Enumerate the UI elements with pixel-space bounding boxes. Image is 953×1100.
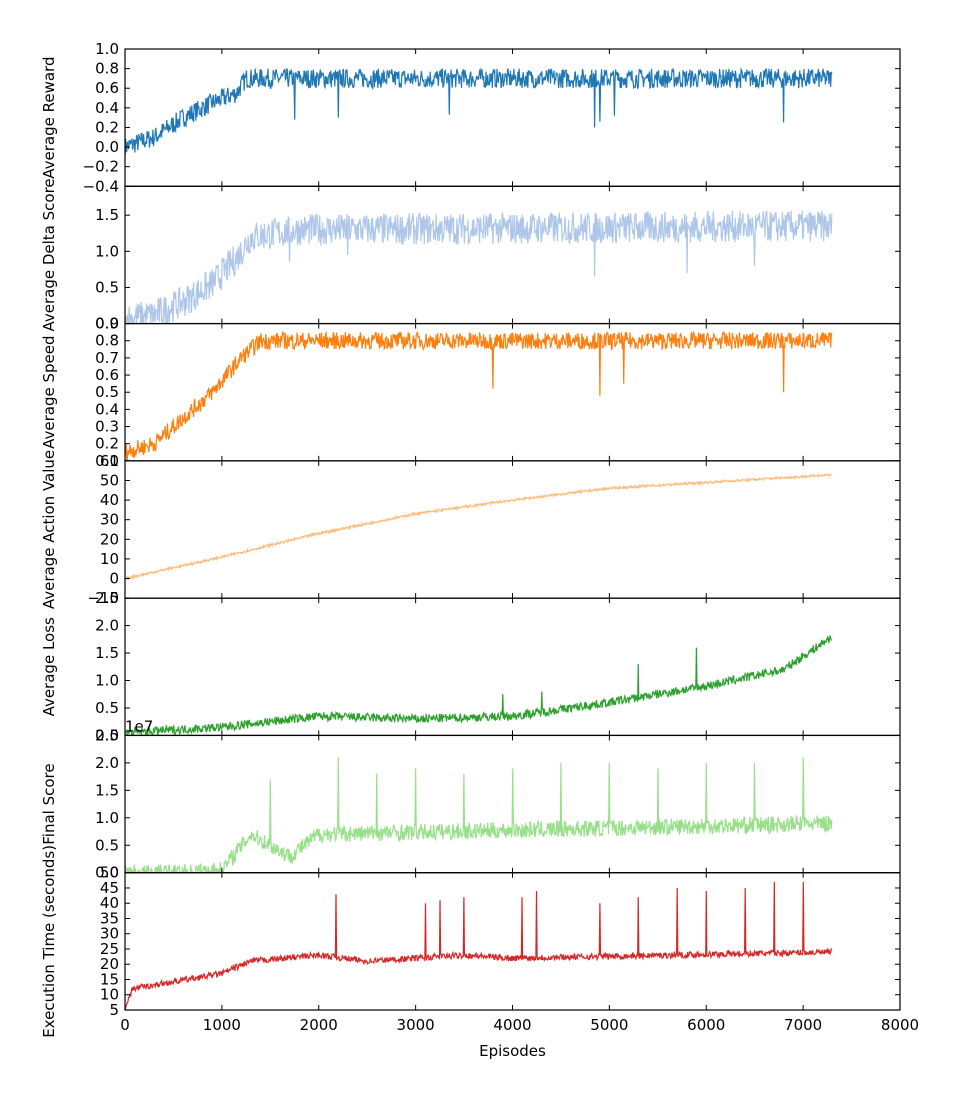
ytick-label-action: −10	[87, 589, 119, 607]
ytick-label-final: 2.5	[95, 726, 119, 744]
series-line-reward	[125, 67, 833, 157]
ytick-label-time: 5	[109, 1001, 119, 1019]
ytick-label-final: 0.0	[95, 864, 119, 882]
ytick-label-loss: 0.0	[95, 726, 119, 744]
ytick-label-reward: 0.8	[95, 60, 119, 78]
series-line-loss	[125, 635, 833, 736]
axes-frame-time	[124, 872, 901, 1011]
ytick-label-time: 30	[100, 925, 119, 943]
y-axis-label-loss: Average Loss	[40, 617, 58, 716]
ytick-label-time: 50	[100, 864, 119, 882]
series-line-delta	[125, 210, 833, 324]
y-axis-label-reward: Average Reward	[40, 57, 58, 179]
ytick-label-reward: 1.0	[95, 40, 119, 58]
ytick-label-speed: 0.7	[95, 349, 119, 367]
ytick-label-action: 40	[100, 491, 119, 509]
series-line-action	[125, 472, 832, 581]
ytick-label-time: 10	[100, 986, 119, 1004]
ytick-label-time: 40	[100, 894, 119, 912]
ytick-label-reward: −0.2	[83, 158, 119, 176]
ytick-label-loss: 1.0	[95, 672, 119, 690]
ytick-label-delta: 1.0	[95, 242, 119, 260]
ytick-label-reward: 0.4	[95, 99, 119, 117]
ytick-label-speed: 0.1	[95, 452, 119, 470]
ytick-label-final: 0.5	[95, 836, 119, 854]
subplot-delta: 0.0 0.5 1.0 1.5 Average Delta Score	[40, 178, 901, 333]
ytick-label-loss: 2.5	[95, 589, 119, 607]
y-axis-label-final: Final Score	[40, 763, 58, 844]
ytick-label-speed: 0.5	[95, 383, 119, 401]
ytick-label-reward: 0.2	[95, 118, 119, 136]
ytick-label-final: 2.0	[95, 754, 119, 772]
ytick-label-loss: 0.5	[95, 699, 119, 717]
xtick-label: 3000	[397, 1016, 435, 1034]
subplot-reward: −0.4−0.2 0.0 0.20.4 0.60.8 1.0 Average Reward	[40, 40, 901, 195]
ytick-label-speed: 0.6	[95, 366, 119, 384]
subplot-loss: 0.0 0.5 1.0 1.5 2.0 2.5 Average Loss	[40, 589, 901, 744]
xtick-label: 4000	[493, 1016, 531, 1034]
y-axis-label-action: Average Action Value	[40, 450, 58, 609]
shared-x-axis: 0 1000 2000 3000 4000 5000 6000 7000 8000	[120, 1016, 919, 1034]
xtick-label: 2000	[300, 1016, 338, 1034]
xtick-label: 0	[120, 1016, 130, 1034]
ytick-label-final: 1.5	[95, 781, 119, 799]
ytick-label-action: 30	[100, 511, 119, 529]
subplot-final: 0.0 0.5 1.0 1.5 2.0 2.5 Final Score 1e7	[40, 717, 901, 882]
y-axis-label-speed: Average Speed	[40, 336, 58, 449]
ytick-label-speed: 0.2	[95, 435, 119, 453]
y-offset-label-final: 1e7	[125, 717, 153, 735]
ytick-label-time: 15	[100, 970, 119, 988]
xtick-label: 6000	[687, 1016, 725, 1034]
ytick-label-action: 10	[100, 550, 119, 568]
ytick-label-action: 50	[100, 471, 119, 489]
ytick-label-delta: 0.5	[95, 278, 119, 296]
ytick-label-reward: 0.6	[95, 79, 119, 97]
ytick-label-action: 0	[109, 570, 119, 588]
ytick-label-loss: 2.0	[95, 617, 119, 635]
series-line-final	[125, 757, 833, 873]
axes-frame-action	[124, 460, 901, 599]
ytick-label-time: 35	[100, 909, 119, 927]
ytick-label-delta: 1.5	[95, 206, 119, 224]
subplot-speed: 0.10.20.30.40.50.60.70.80.9 Average Speed	[40, 315, 901, 470]
xtick-label: 8000	[881, 1016, 919, 1034]
ytick-label-action: 20	[100, 530, 119, 548]
xtick-label: 7000	[784, 1016, 822, 1034]
ytick-label-speed: 0.3	[95, 418, 119, 436]
ytick-label-delta: 0.0	[95, 315, 119, 333]
ytick-label-final: 1.0	[95, 809, 119, 827]
ytick-label-loss: 1.5	[95, 644, 119, 662]
ytick-label-action: 60	[100, 452, 119, 470]
series-line-time	[125, 881, 833, 1010]
ytick-label-reward: 0.0	[95, 138, 119, 156]
ytick-label-reward: −0.4	[83, 177, 119, 195]
ytick-label-time: 20	[100, 955, 119, 973]
ytick-label-speed: 0.4	[95, 400, 119, 418]
xtick-label: 1000	[203, 1016, 241, 1034]
ytick-label-speed: 0.8	[95, 332, 119, 350]
xtick-label: 5000	[590, 1016, 628, 1034]
ytick-label-speed: 0.9	[95, 315, 119, 333]
ytick-label-time: 45	[100, 879, 119, 897]
y-axis-label-delta: Average Delta Score	[40, 178, 58, 331]
ytick-label-time: 25	[100, 940, 119, 958]
x-axis-label: Episodes	[479, 1042, 546, 1060]
y-axis-label-time: Execution Time (seconds)	[40, 845, 58, 1038]
series-line-speed	[125, 330, 833, 461]
